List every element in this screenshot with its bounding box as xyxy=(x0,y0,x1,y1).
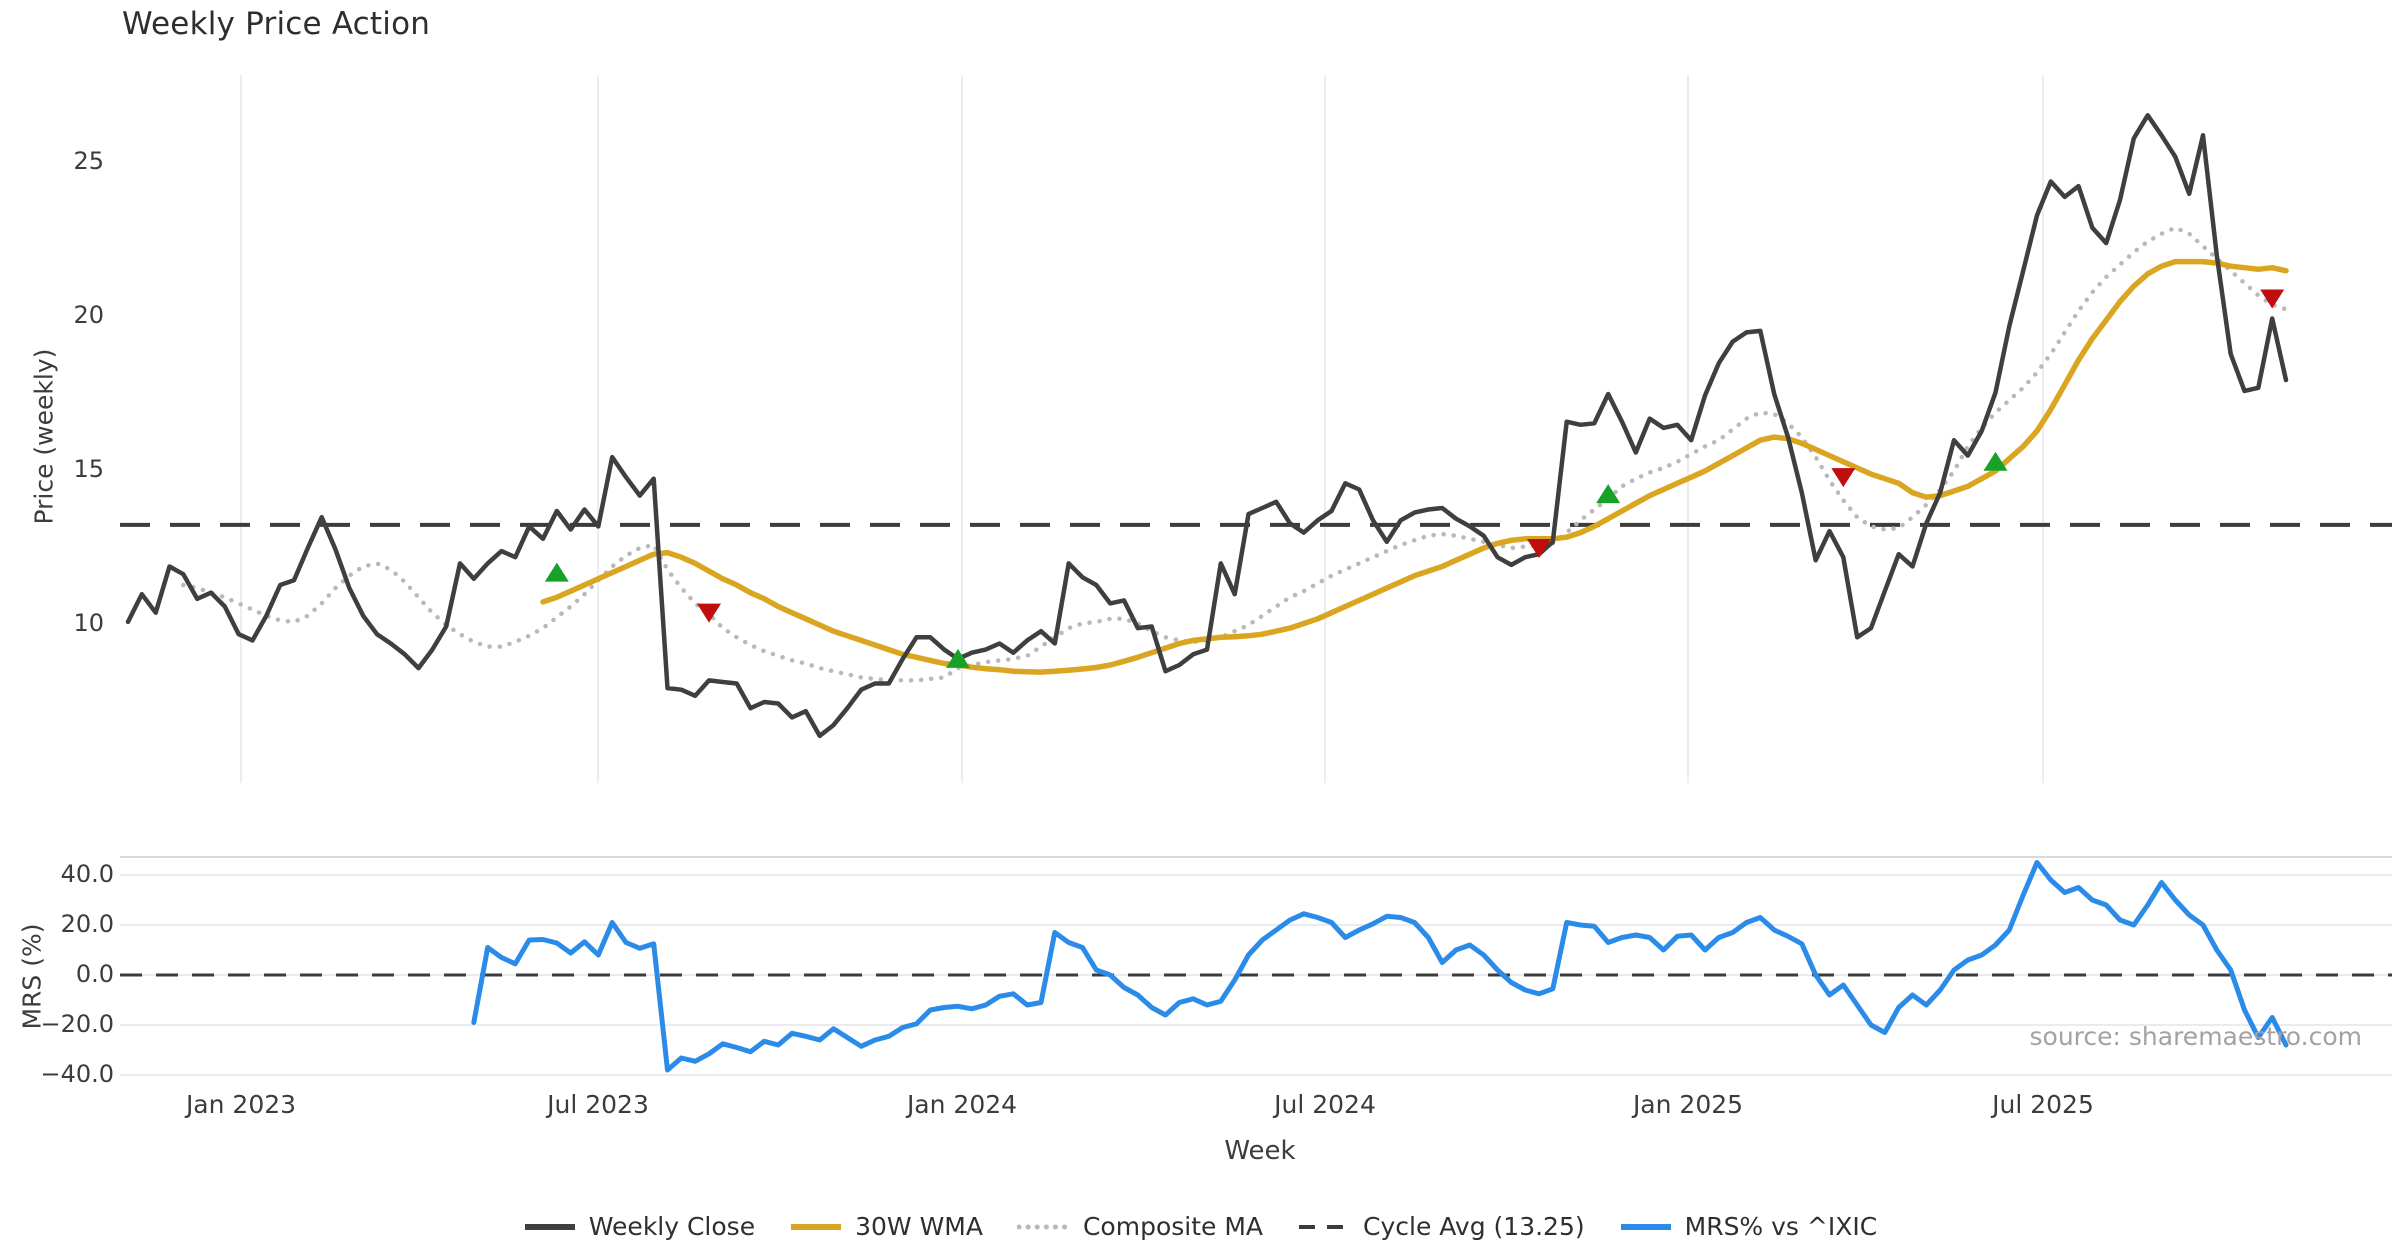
legend-item-1: 30W WMA xyxy=(789,1212,983,1241)
legend-label-1: 30W WMA xyxy=(855,1212,983,1241)
chart-legend: Weekly Close 30W WMA Composite MA Cycle Avg… xyxy=(0,1212,2400,1241)
sell-marker-0 xyxy=(696,603,721,623)
chart-title: Weekly Price Action xyxy=(122,6,431,42)
mrs-ytick-2: 0.0 xyxy=(75,960,114,988)
xtick-Jul-2025: Jul 2025 xyxy=(1992,1090,2094,1119)
x-axis-label: Week xyxy=(1224,1136,1296,1166)
price-ytick-20: 20 xyxy=(73,301,104,329)
price-axis-label: Price (weekly) xyxy=(29,348,59,525)
legend-item-0: Weekly Close xyxy=(523,1212,755,1241)
xtick-Jan-2025: Jan 2025 xyxy=(1632,1090,1744,1119)
mrs-ytick-1: 20.0 xyxy=(60,910,114,938)
legend-line-sample-4 xyxy=(1620,1223,1671,1230)
buy-marker-0 xyxy=(544,562,569,582)
legend-line-sample-3 xyxy=(1299,1224,1350,1229)
price-ytick-25: 25 xyxy=(73,147,104,175)
buy-marker-3 xyxy=(1983,451,2008,471)
weekly-close-line xyxy=(125,113,2289,739)
legend-label-4: MRS% vs ^IXIC xyxy=(1684,1212,1878,1241)
legend-item-2: Composite MA xyxy=(1016,1212,1264,1241)
sell-marker-1 xyxy=(1526,539,1551,558)
buy-marker-1 xyxy=(945,648,970,668)
source-watermark: source: sharemaestro.com xyxy=(2029,1022,2363,1051)
xtick-Jan-2023: Jan 2023 xyxy=(185,1090,297,1119)
buy-marker-2 xyxy=(1596,484,1621,504)
legend-label-2: Composite MA xyxy=(1082,1212,1264,1241)
wma-30w-line xyxy=(540,258,2289,675)
legend-line-sample-1 xyxy=(791,1223,842,1230)
legend-label-3: Cycle Avg (13.25) xyxy=(1363,1212,1585,1241)
legend-line-sample-0 xyxy=(524,1223,575,1230)
legend-item-4: MRS% vs ^IXIC xyxy=(1619,1212,1878,1241)
legend-item-3: Cycle Avg (13.25) xyxy=(1297,1212,1585,1241)
mrs-line xyxy=(471,860,2289,1073)
mrs-ytick-4: −40.0 xyxy=(40,1060,114,1088)
legend-line-sample-2 xyxy=(1016,1224,1071,1229)
composite-ma-line xyxy=(181,225,2289,683)
price-ytick-10: 10 xyxy=(73,609,104,637)
legend-label-0: Weekly Close xyxy=(588,1212,756,1241)
xtick-Jan-2024: Jan 2024 xyxy=(906,1090,1018,1119)
mrs-ytick-3: −20.0 xyxy=(40,1010,114,1038)
xtick-Jul-2023: Jul 2023 xyxy=(547,1090,649,1119)
sell-marker-2 xyxy=(1831,468,1856,488)
sell-marker-3 xyxy=(2260,289,2285,309)
xtick-Jul-2024: Jul 2024 xyxy=(1274,1090,1376,1119)
price-ytick-15: 15 xyxy=(73,455,104,483)
mrs-ytick-0: 40.0 xyxy=(60,860,114,888)
